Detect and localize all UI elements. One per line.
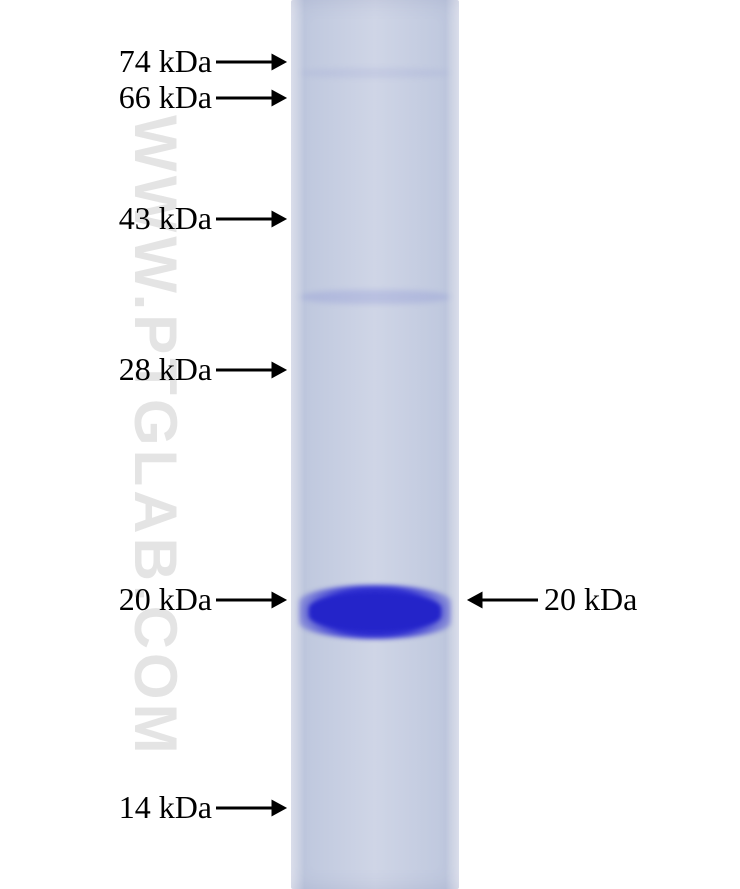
ladder-label-2: 43 kDa [119,200,212,237]
ladder-label-3: 28 kDa [119,351,212,388]
ladder-arrow-icon-0 [202,46,300,78]
ladder-label-0: 74 kDa [119,43,212,80]
ladder-label-4: 20 kDa [119,581,212,618]
ladder-arrow-icon-3 [202,354,300,386]
gel-lane [291,0,459,889]
result-arrow-icon [454,584,552,616]
ladder-label-5: 14 kDa [119,789,212,826]
ladder-arrow-icon-5 [202,792,300,824]
faint-band-0 [300,290,450,304]
faint-band-1 [300,68,450,78]
gel-figure: WWW.PTGLAB.COM 74 kDa66 kDa43 kDa28 kDa2… [0,0,740,889]
protein-band-core [309,593,441,631]
ladder-arrow-icon-4 [202,584,300,616]
ladder-arrow-icon-1 [202,82,300,114]
ladder-arrow-icon-2 [202,203,300,235]
ladder-label-1: 66 kDa [119,79,212,116]
result-label: 20 kDa [544,581,637,618]
